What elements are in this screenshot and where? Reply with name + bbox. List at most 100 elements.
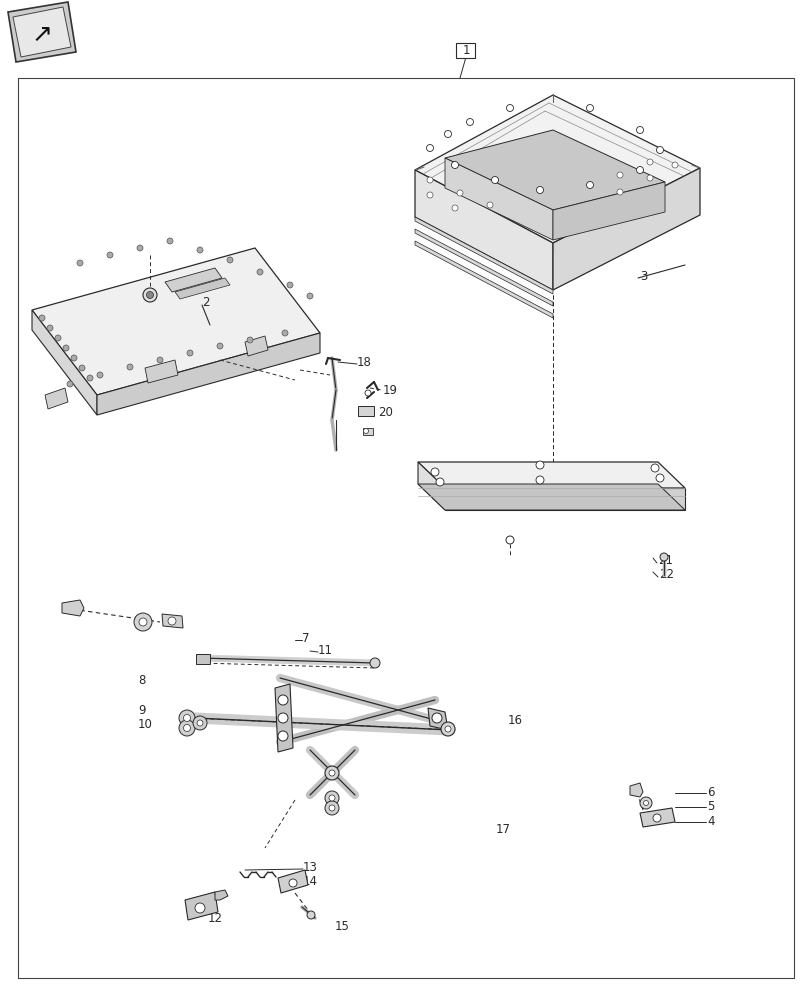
Circle shape — [444, 131, 451, 138]
Circle shape — [168, 617, 176, 625]
Polygon shape — [32, 248, 320, 395]
Text: 15: 15 — [335, 920, 350, 933]
Circle shape — [67, 381, 73, 387]
Circle shape — [307, 293, 312, 299]
Bar — [195, 654, 210, 664]
Circle shape — [197, 247, 203, 253]
Polygon shape — [245, 336, 268, 356]
Text: 14: 14 — [303, 876, 318, 888]
Circle shape — [217, 343, 223, 349]
Circle shape — [652, 814, 660, 822]
Circle shape — [127, 364, 133, 370]
Polygon shape — [62, 600, 84, 616]
Circle shape — [178, 720, 195, 736]
Circle shape — [363, 428, 368, 434]
Circle shape — [636, 167, 642, 174]
Circle shape — [324, 766, 338, 780]
Circle shape — [187, 350, 193, 356]
Circle shape — [646, 175, 652, 181]
Circle shape — [183, 714, 191, 722]
Circle shape — [452, 205, 457, 211]
Circle shape — [55, 335, 61, 341]
Circle shape — [586, 105, 593, 112]
Circle shape — [650, 464, 659, 472]
Circle shape — [139, 618, 147, 626]
Circle shape — [328, 770, 335, 776]
Polygon shape — [418, 462, 684, 488]
Circle shape — [505, 536, 513, 544]
Circle shape — [227, 257, 233, 263]
Circle shape — [286, 282, 293, 288]
Text: 16: 16 — [508, 714, 522, 726]
Circle shape — [39, 315, 45, 321]
Circle shape — [642, 800, 648, 805]
Circle shape — [324, 791, 338, 805]
Text: 7: 7 — [302, 632, 309, 645]
Polygon shape — [215, 890, 228, 900]
Polygon shape — [175, 278, 230, 299]
Text: 18: 18 — [357, 356, 371, 368]
Polygon shape — [414, 241, 552, 318]
Text: 2: 2 — [202, 296, 209, 310]
Circle shape — [426, 145, 433, 152]
Circle shape — [77, 260, 83, 266]
Polygon shape — [414, 170, 552, 290]
Circle shape — [655, 474, 663, 482]
Polygon shape — [275, 684, 293, 752]
Polygon shape — [444, 130, 664, 210]
Circle shape — [646, 159, 652, 165]
Text: 22: 22 — [659, 568, 673, 582]
Circle shape — [107, 252, 113, 258]
Text: 19: 19 — [383, 383, 397, 396]
Polygon shape — [418, 484, 684, 510]
Circle shape — [487, 202, 492, 208]
Circle shape — [616, 189, 622, 195]
Circle shape — [289, 879, 297, 887]
Circle shape — [328, 795, 335, 801]
Text: 6: 6 — [706, 786, 714, 799]
Circle shape — [71, 355, 77, 361]
Polygon shape — [277, 870, 307, 893]
Polygon shape — [414, 229, 552, 306]
Text: 9: 9 — [138, 704, 145, 716]
Text: 3: 3 — [639, 269, 646, 282]
Polygon shape — [162, 614, 182, 628]
Polygon shape — [639, 808, 674, 827]
Circle shape — [427, 192, 432, 198]
Circle shape — [307, 911, 315, 919]
Circle shape — [277, 695, 288, 705]
Circle shape — [491, 177, 498, 184]
Circle shape — [431, 713, 441, 723]
Circle shape — [87, 375, 93, 381]
Polygon shape — [13, 7, 71, 57]
Polygon shape — [145, 360, 178, 383]
Circle shape — [63, 345, 69, 351]
FancyBboxPatch shape — [456, 43, 475, 58]
Circle shape — [143, 288, 157, 302]
Circle shape — [47, 325, 53, 331]
Circle shape — [586, 182, 593, 189]
Circle shape — [506, 105, 513, 112]
Text: 10: 10 — [138, 718, 152, 732]
Circle shape — [431, 468, 439, 476]
Circle shape — [277, 713, 288, 723]
Polygon shape — [629, 783, 642, 797]
Polygon shape — [8, 2, 76, 62]
Text: 11: 11 — [318, 644, 333, 656]
Circle shape — [197, 720, 203, 726]
Polygon shape — [185, 892, 217, 920]
Polygon shape — [97, 333, 320, 415]
Polygon shape — [418, 462, 444, 510]
Polygon shape — [444, 158, 552, 240]
Circle shape — [277, 731, 288, 741]
Circle shape — [195, 903, 204, 913]
Circle shape — [365, 390, 371, 396]
Circle shape — [137, 245, 143, 251]
Polygon shape — [414, 95, 699, 243]
Polygon shape — [32, 310, 97, 415]
Text: 17: 17 — [496, 823, 510, 836]
Circle shape — [672, 162, 677, 168]
Circle shape — [535, 476, 543, 484]
Circle shape — [444, 726, 450, 732]
Circle shape — [370, 658, 380, 668]
